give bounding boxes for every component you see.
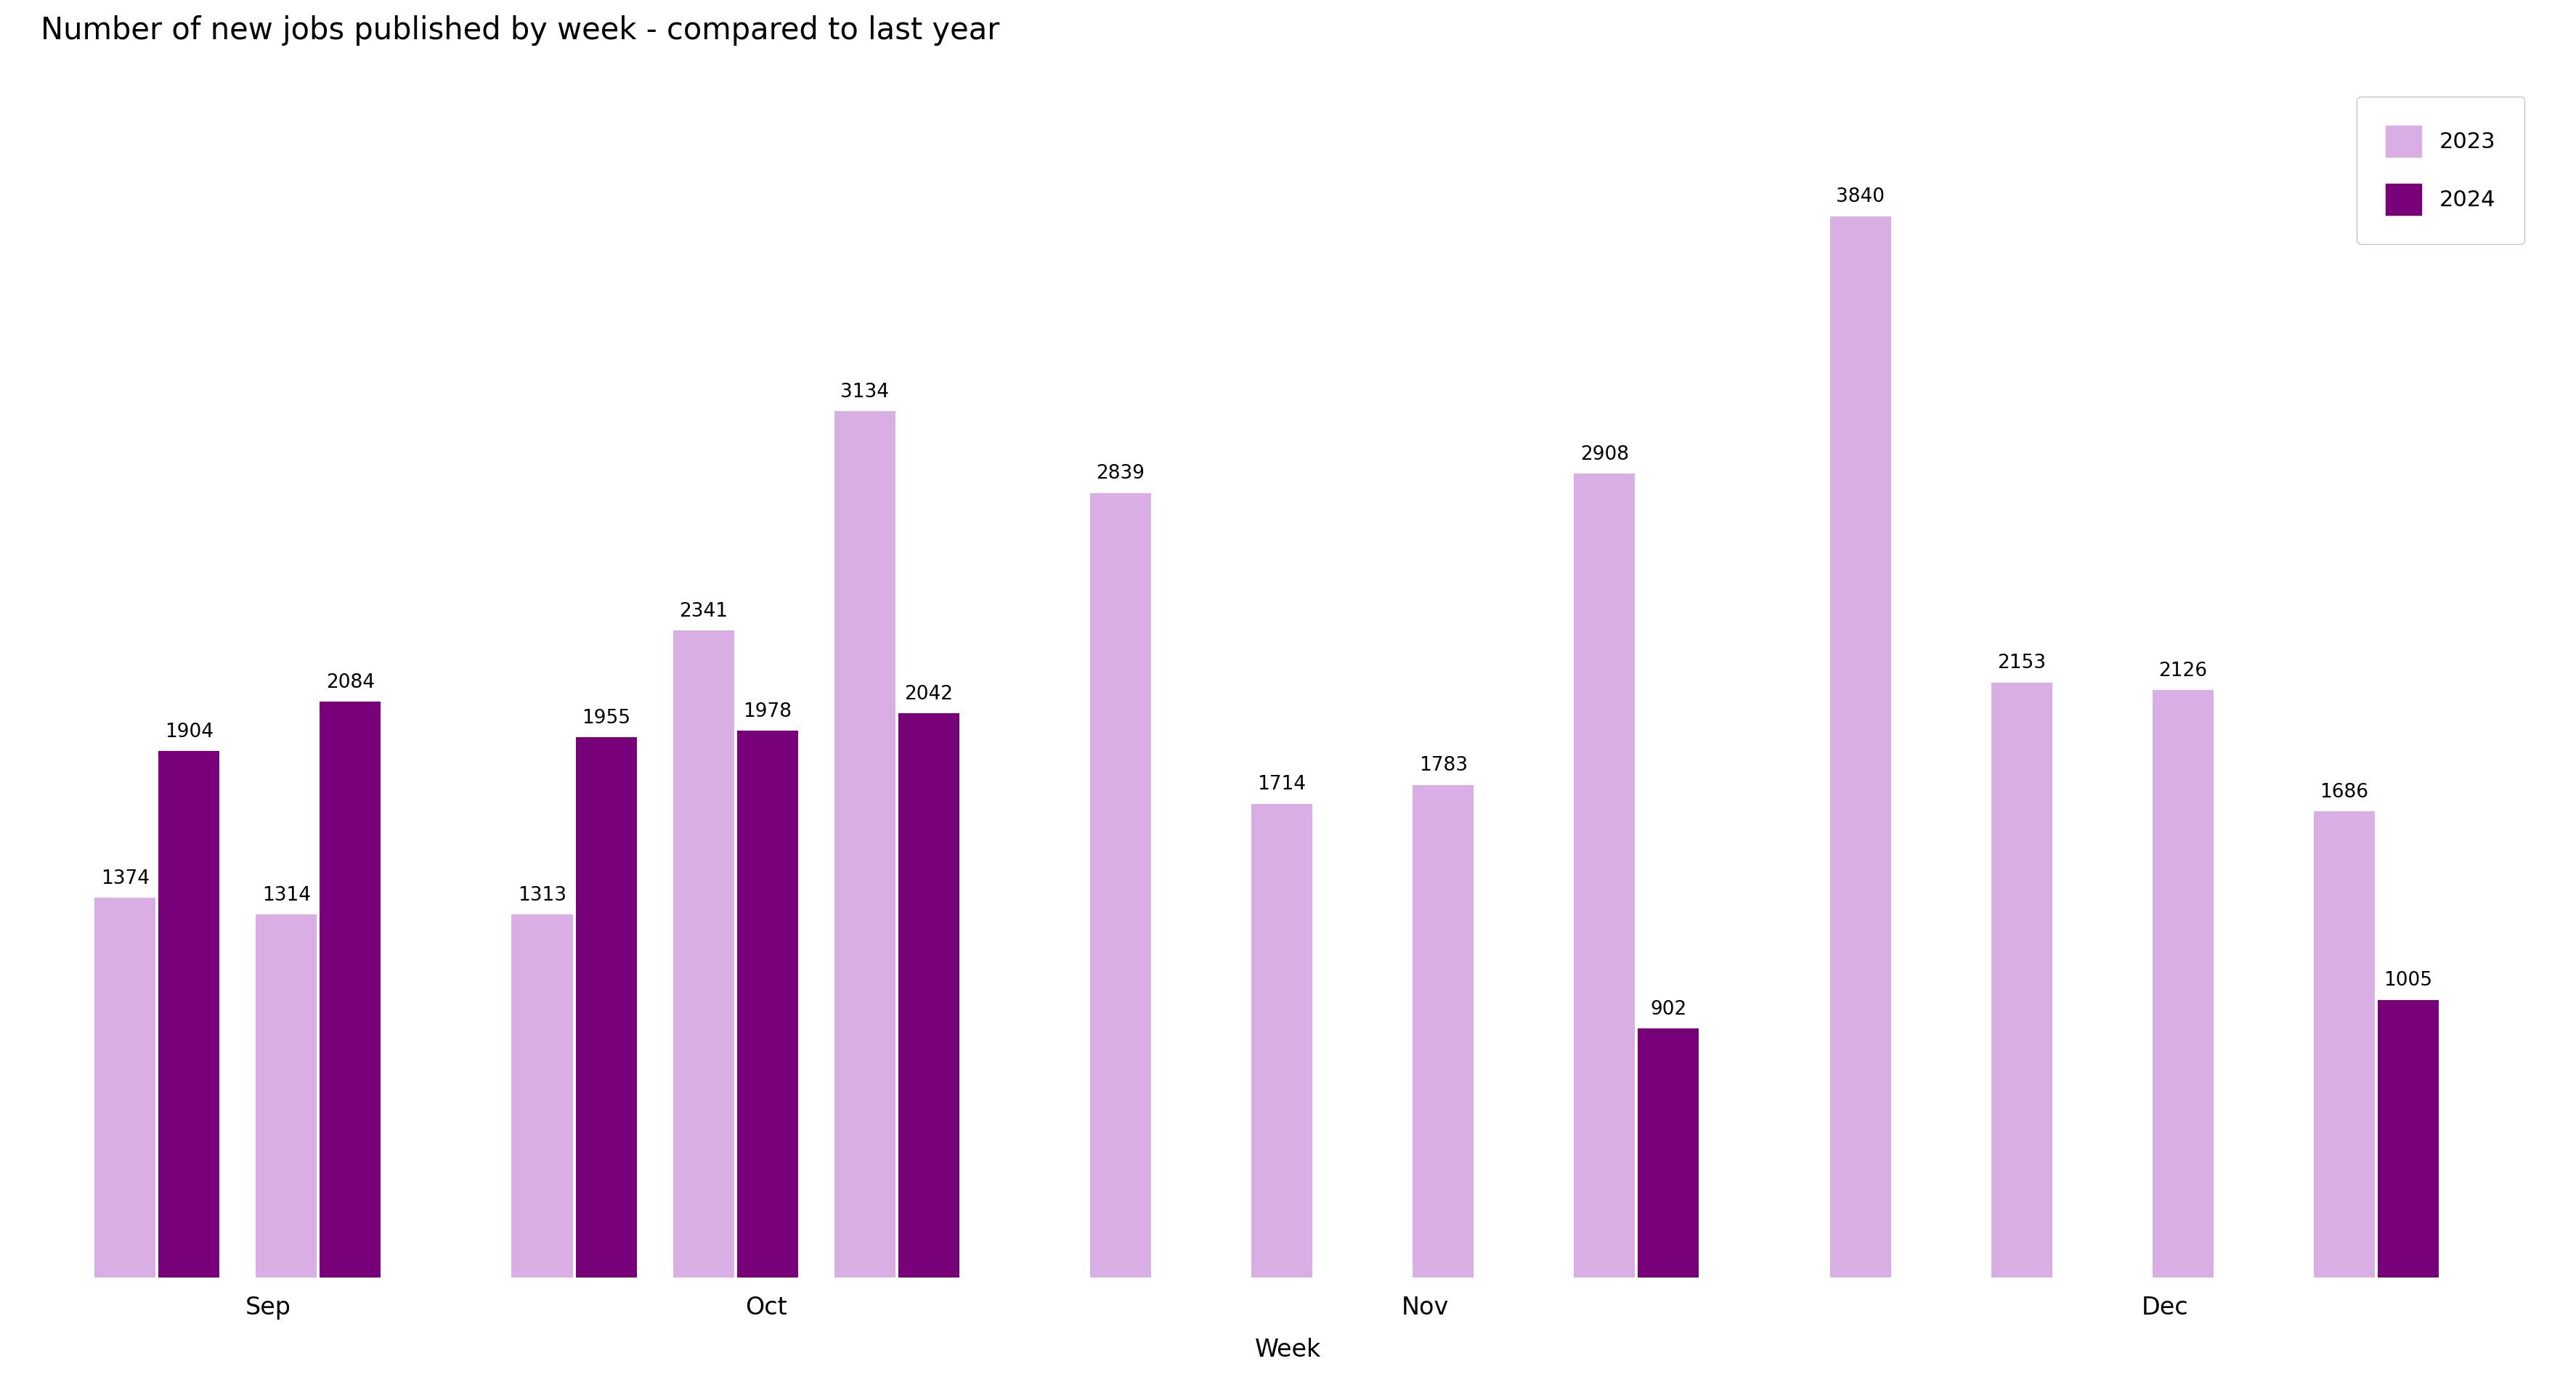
Bar xyxy=(160,752,219,1278)
Bar xyxy=(2313,811,2375,1278)
Text: 1904: 1904 xyxy=(165,723,214,742)
Text: 2084: 2084 xyxy=(327,673,374,691)
Bar xyxy=(835,412,896,1278)
Bar xyxy=(1090,493,1151,1278)
Text: 2153: 2153 xyxy=(1996,654,2045,673)
Bar xyxy=(95,898,155,1278)
Text: 2341: 2341 xyxy=(680,602,729,621)
Text: 3134: 3134 xyxy=(840,383,889,402)
Text: 1686: 1686 xyxy=(2321,784,2370,801)
Bar xyxy=(672,631,734,1278)
Text: 1714: 1714 xyxy=(1257,775,1306,795)
Bar xyxy=(255,914,317,1278)
Text: 1978: 1978 xyxy=(742,702,791,722)
Bar xyxy=(1252,804,1311,1278)
Bar xyxy=(737,731,799,1278)
Text: 1374: 1374 xyxy=(100,869,149,888)
Text: 902: 902 xyxy=(1651,1000,1687,1019)
Text: 2839: 2839 xyxy=(1097,464,1144,483)
Text: Number of new jobs published by week - compared to last year: Number of new jobs published by week - c… xyxy=(41,15,999,45)
Bar xyxy=(1412,785,1473,1278)
Bar xyxy=(2154,690,2213,1278)
Text: 1005: 1005 xyxy=(2383,971,2432,990)
Bar xyxy=(1829,216,1891,1278)
Text: 2042: 2042 xyxy=(904,684,953,704)
Text: 1313: 1313 xyxy=(518,885,567,905)
Legend: 2023, 2024: 2023, 2024 xyxy=(2357,96,2524,244)
Bar xyxy=(513,914,572,1278)
X-axis label: Week: Week xyxy=(1255,1338,1321,1362)
Text: 1314: 1314 xyxy=(263,885,312,905)
Bar xyxy=(2378,1000,2439,1278)
Bar xyxy=(1574,474,1636,1278)
Text: 2908: 2908 xyxy=(1579,445,1628,464)
Bar xyxy=(899,713,958,1278)
Text: 1955: 1955 xyxy=(582,709,631,727)
Bar xyxy=(574,737,636,1278)
Text: 1783: 1783 xyxy=(1419,756,1468,775)
Text: 2126: 2126 xyxy=(2159,661,2208,680)
Bar xyxy=(319,701,381,1278)
Bar xyxy=(1638,1029,1700,1278)
Bar xyxy=(1991,683,2053,1278)
Text: 3840: 3840 xyxy=(1837,187,1886,207)
